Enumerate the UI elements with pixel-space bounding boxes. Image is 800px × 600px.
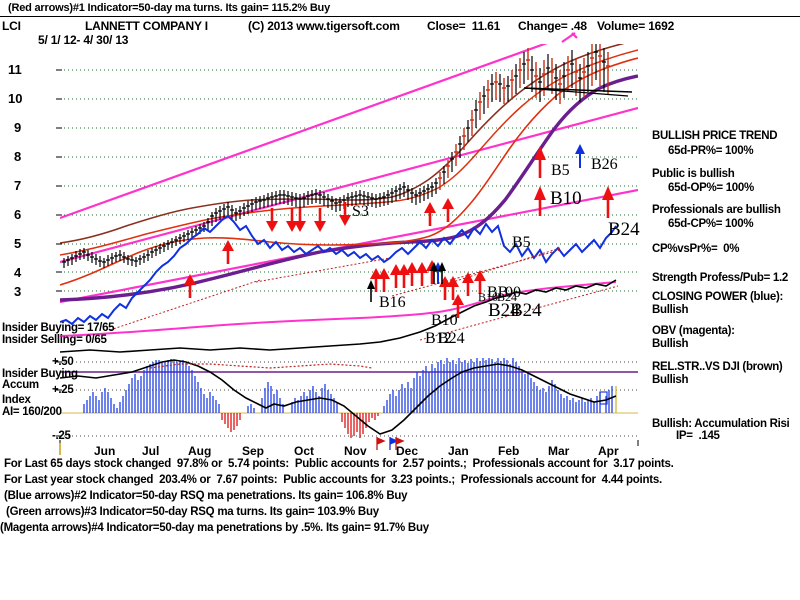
dotted-red-guides [109, 247, 619, 341]
annotation-b16: B16 [379, 294, 406, 311]
header-indicator-line: (Red arrows)#1 Indicator=50-day ma turns… [8, 2, 330, 14]
price-change: Change= .48 [518, 19, 587, 33]
company-name: LANNETT COMPANY I [85, 19, 208, 33]
accum-index-line4: AI= 160/200 [2, 406, 62, 418]
x-label-oct: Oct [294, 444, 315, 458]
y-label-4: 4 [14, 265, 22, 280]
footer-line-5: (Magenta arrows)#4 Indicator=50-day ma p… [0, 522, 429, 534]
red-ma-line-secondary [60, 49, 638, 256]
date-range: 5/ 1/ 12- 4/ 30/ 13 [38, 33, 129, 47]
sidebar-professionals-value: 65d-CP%= 100% [668, 218, 754, 230]
sidebar-trend-value: 65d-PR%= 100% [668, 145, 754, 157]
sidebar-cp-vs-pr: CP%vsPr%= 0% [652, 243, 740, 255]
x-label-nov: Nov [344, 444, 367, 458]
x-label-apr: Apr [598, 444, 619, 458]
price-gridlines [60, 69, 638, 292]
insider-buying-label: Insider Buying= 17/65 [2, 322, 115, 334]
annotation-b24-c: B24 [438, 330, 465, 347]
copyright-notice: (C) 2013 www.tigersoft.com [248, 19, 400, 33]
annotation-b5-upper: B5 [551, 162, 570, 179]
magenta-arrows [561, 32, 578, 43]
footer-line-2: For Last year stock changed 203.4% or 7.… [4, 474, 662, 486]
x-label-sep: Sep [242, 444, 265, 458]
y-label-10: 10 [8, 91, 23, 106]
accumulation-histogram [83, 358, 617, 438]
annotation-b24-b: B24 [510, 300, 542, 321]
sidebar-public-value: 65d-OP%= 100% [668, 182, 754, 194]
green-up-arrows [367, 262, 446, 302]
annotation-s3: S3 [352, 203, 369, 220]
scale-plus-50: +.50 [52, 356, 74, 368]
sidebar-obv-value: Bullish [652, 338, 689, 350]
annotation-b12: B12 [425, 330, 452, 347]
x-label-dec: Dec [396, 444, 419, 458]
annotation-b10-upper: B10 [550, 188, 582, 209]
annotation-bb: BB [487, 284, 509, 301]
y-label-6: 6 [14, 207, 22, 222]
annotation-b24-cluster: B24 [497, 290, 518, 304]
obv-line [60, 281, 617, 337]
x-label-mar: Mar [548, 444, 570, 458]
footer-line-3: (Blue arrows)#2 Indicator=50-day RSQ ma … [4, 490, 408, 502]
sidebar-professionals-title: Professionals are bullish [652, 204, 781, 216]
scale-minus-25: -.25 [52, 430, 71, 442]
y-label-5: 5 [14, 236, 22, 251]
accum-index-line2: Accum [2, 379, 39, 391]
annotation-b26: B26 [591, 156, 618, 173]
y-label-3: 3 [14, 284, 22, 299]
annotation-b24-right: B24 [608, 219, 640, 240]
scale-plus-25: +.25 [52, 384, 74, 396]
sidebar-trend-title: BULLISH PRICE TREND [652, 130, 778, 142]
y-axis-ticks [56, 69, 62, 437]
header-divider [0, 16, 800, 17]
sidebar-relstr-value: Bullish [652, 374, 689, 386]
sidebar-public-title: Public is bullish [652, 168, 735, 180]
accumulation-overlay-line [60, 359, 617, 435]
x-label-aug: Aug [188, 444, 212, 458]
accumulation-dotted-line [149, 363, 373, 369]
footer-line-4: (Green arrows)#3 Indicator=50-day RSQ ma… [6, 506, 379, 518]
red-up-arrows [184, 146, 614, 318]
resistance-trendline [523, 87, 633, 93]
sidebar-relstr-title: REL.STR..VS DJI (brown) [652, 361, 783, 373]
red-down-arrows [266, 202, 351, 232]
sidebar-closing-power-title: CLOSING POWER (blue): [652, 291, 784, 303]
y-label-7: 7 [14, 178, 22, 193]
y-label-9: 9 [14, 120, 22, 135]
closing-power-line [60, 214, 617, 326]
accum-index-line3: Index [2, 394, 31, 406]
y-label-8: 8 [14, 149, 22, 164]
annotation-00: 00 [505, 284, 521, 301]
insider-selling-label: Insider Selling= 0/65 [2, 334, 107, 346]
footer-line-1: For Last 65 days stock changed 97.8% or … [4, 458, 674, 470]
close-price: Close= 11.61 [427, 19, 501, 33]
resistance-trendline-2 [523, 87, 629, 97]
annotation-b10-cluster: B10 [478, 290, 499, 304]
flag-markers [376, 437, 405, 450]
sidebar-accum-value: IP= .145 [676, 430, 720, 442]
ticker-symbol: LCI [2, 19, 21, 33]
x-label-jan: Jan [448, 444, 469, 458]
volume: Volume= 1692 [597, 19, 675, 33]
annotation-b5-mid: B5 [512, 234, 531, 251]
annotation-b10-lower: B10 [431, 312, 458, 329]
x-label-jun: Jun [94, 444, 116, 458]
annotation-b24-a: B24 [488, 300, 520, 321]
sidebar-strength: Strength Profess/Pub= 1.2 [652, 272, 788, 284]
accum-index-line1: Insider Buying [2, 368, 78, 380]
obv-black-line [60, 279, 617, 353]
x-label-feb: Feb [498, 444, 520, 458]
y-label-11: 11 [8, 62, 22, 77]
price-bars-red [438, 44, 610, 190]
sidebar-obv-title: OBV (magenta): [652, 325, 735, 337]
sidebar-accum-title: Bullish: Accumulation Risi [652, 418, 790, 430]
x-label-jul: Jul [142, 444, 160, 458]
sidebar-closing-power-value: Bullish [652, 304, 689, 316]
